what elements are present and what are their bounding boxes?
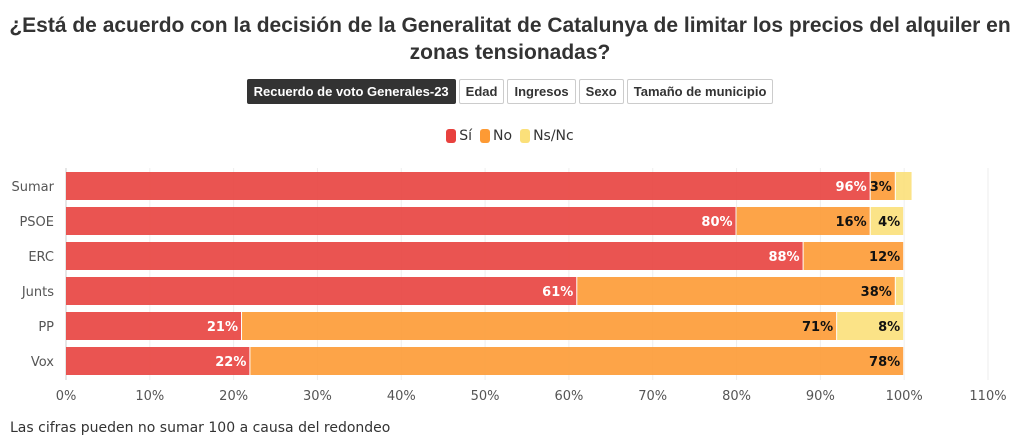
- data-label: 88%: [768, 250, 799, 265]
- bar-no: [870, 172, 895, 200]
- bar-no: [250, 347, 904, 375]
- bar-no: [242, 312, 837, 340]
- x-tick-label: 80%: [722, 389, 751, 404]
- tab-0[interactable]: Recuerdo de voto Generales-23: [246, 79, 456, 104]
- bar-nsnc: [837, 312, 904, 340]
- x-tick-label: 90%: [806, 389, 835, 404]
- y-tick-label: Sumar: [12, 180, 55, 195]
- data-label: 3%: [870, 180, 892, 195]
- data-label: 4%: [878, 215, 900, 230]
- x-tick-label: 20%: [219, 389, 248, 404]
- x-tick-label: 10%: [135, 389, 164, 404]
- bar-nsnc: [870, 207, 904, 235]
- data-label: 96%: [836, 180, 867, 195]
- x-tick-label: 0%: [56, 389, 77, 404]
- x-tick-label: 60%: [554, 389, 583, 404]
- legend-swatch: [446, 129, 457, 143]
- filter-tabs: Recuerdo de voto Generales-23 Edad Ingreso…: [0, 79, 1020, 104]
- y-tick-label: PSOE: [19, 215, 54, 230]
- tab-2[interactable]: Ingresos: [507, 79, 576, 104]
- footnote: Las cifras pueden no sumar 100 a causa d…: [10, 420, 391, 436]
- legend-item[interactable]: Ns/Nc: [520, 128, 574, 144]
- bar-sí: [66, 207, 736, 235]
- bar-no: [577, 277, 895, 305]
- y-tick-label: ERC: [28, 250, 54, 265]
- data-label: 80%: [701, 215, 732, 230]
- bar-sí: [66, 172, 870, 200]
- chart-title: ¿Está de acuerdo con la decisión de la G…: [9, 14, 1011, 64]
- x-tick-label: 50%: [471, 389, 500, 404]
- bar-sí: [66, 347, 250, 375]
- x-tick-label: 40%: [387, 389, 416, 404]
- legend-item[interactable]: No: [480, 128, 512, 144]
- y-tick-label: PP: [38, 320, 54, 335]
- tab-3[interactable]: Sexo: [578, 79, 624, 104]
- legend-label: No: [493, 128, 513, 144]
- data-label: 38%: [861, 285, 892, 300]
- x-tick-label: 70%: [638, 389, 667, 404]
- legend-swatch: [520, 129, 531, 143]
- legend-item[interactable]: Sí: [446, 128, 472, 144]
- data-label: 71%: [802, 320, 833, 335]
- tab-1[interactable]: Edad: [458, 79, 505, 104]
- data-label: 12%: [869, 250, 900, 265]
- bar-sí: [66, 277, 577, 305]
- legend-swatch: [480, 129, 491, 143]
- legend: Sí No Ns/Nc: [0, 128, 1020, 144]
- x-tick-label: 100%: [886, 389, 923, 404]
- bar-no: [736, 207, 870, 235]
- bar-sí: [66, 242, 803, 270]
- data-label: 21%: [207, 320, 238, 335]
- data-label: 16%: [836, 215, 867, 230]
- data-label: 22%: [215, 355, 246, 370]
- bar-no: [803, 242, 904, 270]
- bar-nsnc: [895, 277, 904, 305]
- x-tick-label: 110%: [969, 389, 1006, 404]
- y-tick-label: Vox: [31, 355, 54, 370]
- data-label: 78%: [869, 355, 900, 370]
- legend-label: Ns/Nc: [533, 128, 574, 144]
- bar-sí: [66, 312, 242, 340]
- bar-chart: 0% 10% 20% 30% 40% 50% 60% 70% 80% 90% 100% 110% Sum…: [12, 168, 1007, 404]
- legend-label: Sí: [459, 128, 473, 144]
- y-tick-label: Junts: [21, 285, 54, 300]
- tab-4[interactable]: Tamaño de municipio: [626, 79, 774, 104]
- data-label: 8%: [878, 320, 900, 335]
- data-label: 61%: [542, 285, 573, 300]
- x-tick-label: 30%: [303, 389, 332, 404]
- bar-nsnc: [895, 172, 912, 200]
